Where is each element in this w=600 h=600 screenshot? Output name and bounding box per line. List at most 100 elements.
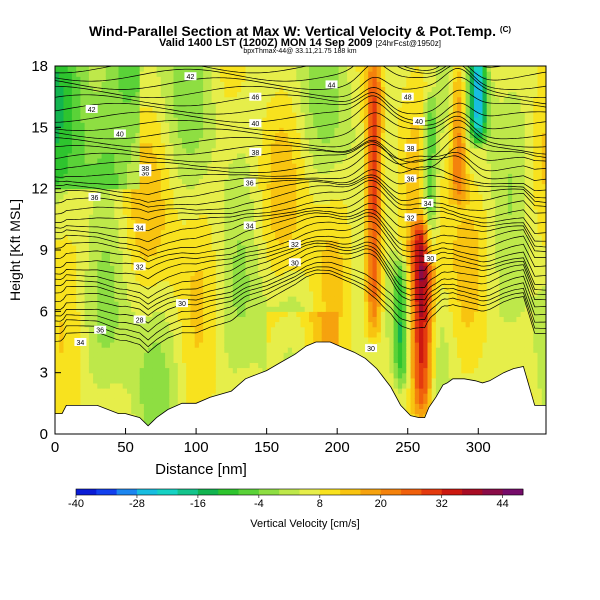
colorbar-tick-label: -40 [68,498,84,510]
colorbar-swatch [380,489,402,495]
contour-label: 42 [187,74,195,81]
contour-label-box [421,198,434,207]
colorbar-swatch [360,489,382,495]
contour-label: 34 [424,201,432,208]
contour-label: 34 [136,226,144,233]
colorbar-tick-label: -28 [129,498,145,510]
contour-label: 30 [367,346,375,353]
contour-label-box [404,143,417,152]
y-tick-label: 9 [40,242,48,259]
contour-label-box [404,213,417,222]
colorbar-tick-label: -16 [190,498,206,510]
colorbar-swatch [136,489,158,495]
contour-label: 32 [291,242,299,249]
colorbar-swatch [238,489,260,495]
colorbar: -40 -28 -16 -4 8 20 32 44 [68,488,524,510]
contour-label-box [133,315,146,324]
contour-label-box [325,80,338,89]
copyright-mark: (C) [499,25,512,34]
colorbar-swatch [401,489,422,495]
chart-valid-time: Valid 1400 LST (1200Z) MON 14 Sep 2009 [… [159,37,441,49]
colorbar-swatch [76,489,97,495]
colorbar-swatch [197,489,219,495]
contour-label: 44 [328,82,336,89]
contour-label: 48 [404,95,412,102]
contour-label: 28 [136,318,144,325]
colorbar-swatch [96,489,118,495]
colorbar-swatch [177,489,199,495]
contour-label-box [133,223,146,232]
colorbar-swatch [279,489,300,495]
colorbar-tick-label: 20 [375,498,387,510]
contour-label: 38 [251,150,259,157]
y-tick-label: 12 [31,181,48,198]
x-tick-label: 100 [184,439,209,456]
contour-label-box [424,254,437,263]
contour-label-box [243,221,256,230]
contour-label: 32 [136,264,144,271]
contour-label: 40 [415,119,423,126]
contour-label-box [249,119,262,128]
colorbar-swatch [482,489,504,495]
colorbar-label: Vertical Velocity [cm/s] [250,518,360,530]
contour-label-box [404,174,417,183]
colorbar-swatch [421,489,443,495]
colorbar-swatch [218,489,239,495]
contour-label: 34 [76,340,84,347]
colorbar-swatch [299,489,321,495]
contour-label-box [249,92,262,101]
chart-subtitle: bpxThmax-44@ 33.11,21.75 188 km [243,48,357,55]
contour-label-box [133,262,146,271]
contour-label-box [113,129,126,138]
terrain-profile [54,341,547,435]
colorbar-swatch [340,489,361,495]
colorbar-swatch [258,489,280,495]
colorbar-swatch [157,489,178,495]
contour-label-box [288,239,301,248]
contour-label: 40 [251,121,259,128]
contour-label: 30 [291,260,299,267]
colorbar-swatch [441,489,463,495]
y-tick-label: 3 [40,365,48,382]
x-tick-label: 300 [466,439,491,456]
colorbar-tick-label: 44 [497,498,509,510]
contour-label-box [85,104,98,113]
x-tick-label: 150 [254,439,279,456]
contour-label: 36 [246,181,254,188]
colorbar-swatch [319,489,341,495]
x-tick-label: 200 [325,439,350,456]
contour-label-box [74,338,87,346]
colorbar-tick-label: 32 [436,498,448,510]
colorbar-swatch [116,489,138,495]
contour-label-box [88,192,101,201]
contour-label: 36 [96,328,104,335]
contour-label: 30 [178,301,186,308]
contour-label: 40 [116,131,124,138]
contour-label: 36 [407,176,415,183]
contour-label: 38 [141,166,149,173]
contour-label-box [139,164,152,173]
contour-label-box [94,325,107,334]
contour-label-box [175,299,188,308]
contour-label-box [401,92,414,101]
contour-label: 36 [141,170,149,177]
x-tick-label: 0 [51,439,59,456]
contour-label-box [243,178,256,187]
contour-label-box [249,147,262,156]
contour-label: 46 [251,95,259,102]
contour-label: 38 [407,146,415,153]
contour-label: 32 [407,215,415,222]
terrain-mask [54,341,547,435]
forecast-tag: [24hrFcst@1950z] [375,39,441,48]
y-tick-label: 18 [31,58,48,75]
y-tick-label: 6 [40,303,48,320]
contour-label-box [184,72,197,81]
contour-label-box [139,168,152,177]
contour-label: 36 [91,195,99,202]
y-tick-label: 15 [31,119,48,136]
colorbar-swatch [502,489,524,495]
colorbar-frame [75,488,524,496]
contour-label-box [413,117,426,126]
